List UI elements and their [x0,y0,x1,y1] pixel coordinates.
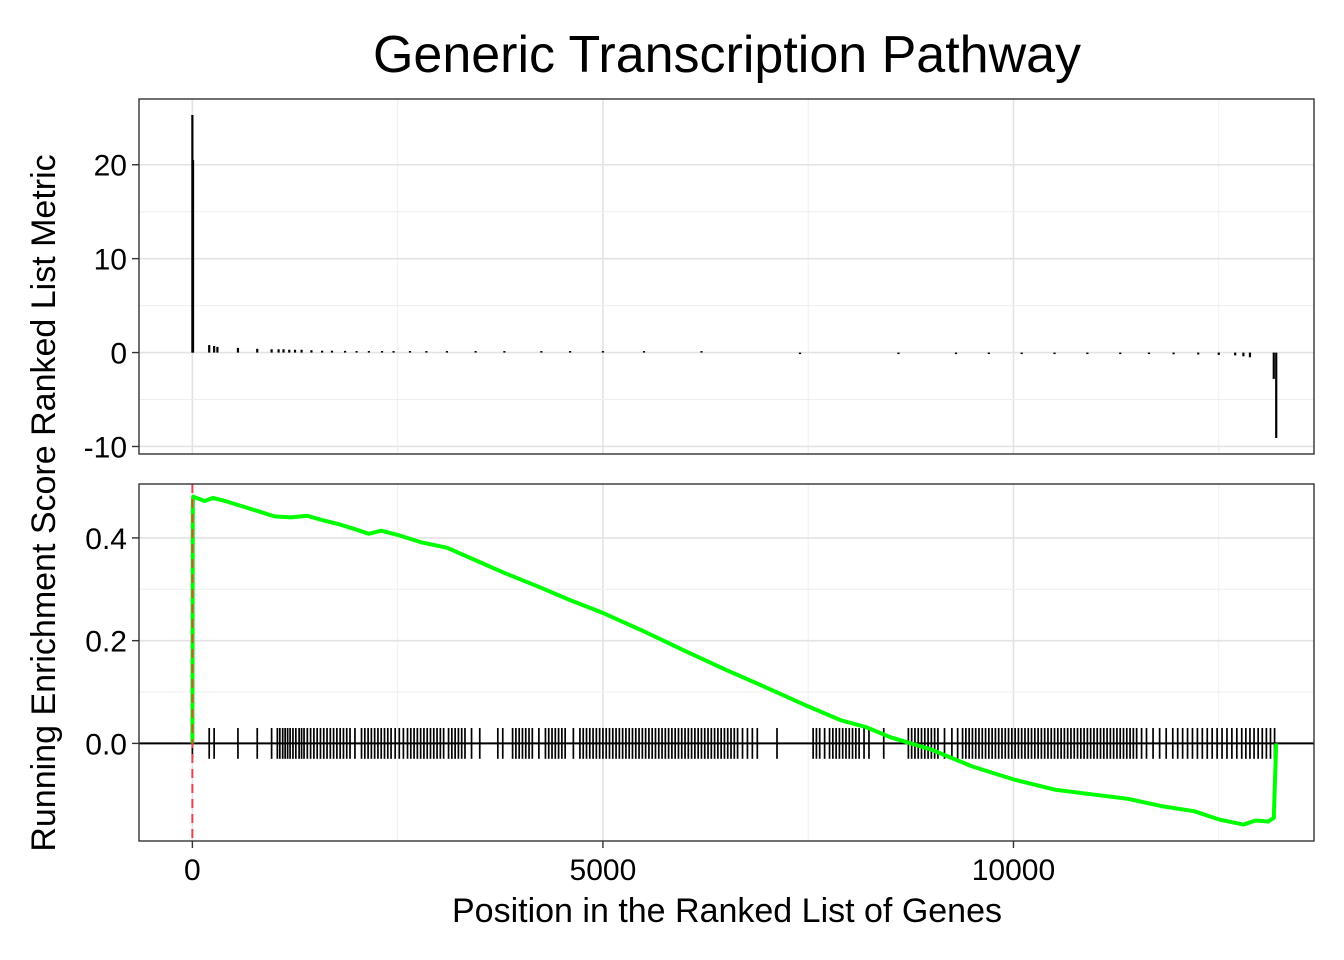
metric-y-axis: -10 0 10 20 [84,150,139,464]
running-es-curve-group [190,494,1279,827]
chart-title: Generic Transcription Pathway [373,26,1081,84]
y-tick-label: 0.4 [85,523,127,556]
y-tick-label: 0.2 [85,626,127,659]
y-axis-title: Running Enrichment Score Ranked List Met… [25,154,63,851]
es-y-axis: 0.0 0.2 0.4 [85,523,139,761]
y-tick-label: 0.0 [85,728,127,761]
metric-gridlines [139,99,1314,454]
running-es-curve [190,494,1279,827]
y-tick-label: 20 [94,150,127,183]
metric-bars [191,114,1278,439]
x-axis: 0 5000 10000 [184,841,1055,887]
es-panel: 0.0 0.2 0.4 0 5000 10000 [85,483,1315,887]
metric-panel-background [139,99,1314,454]
x-axis-title: Position in the Ranked List of Genes [452,892,1002,930]
gene-hit-ticks [191,727,1276,759]
x-tick-label: 0 [184,854,201,887]
metric-panel: -10 0 10 20 [84,98,1315,464]
x-tick-label: 10000 [972,854,1055,887]
y-tick-label: -10 [84,431,127,464]
es-panel-background [139,484,1314,841]
es-panel-border [138,483,1315,842]
y-tick-label: 0 [110,338,127,371]
y-tick-label: 10 [94,244,127,277]
x-tick-label: 5000 [570,854,637,887]
metric-panel-border [138,98,1315,455]
